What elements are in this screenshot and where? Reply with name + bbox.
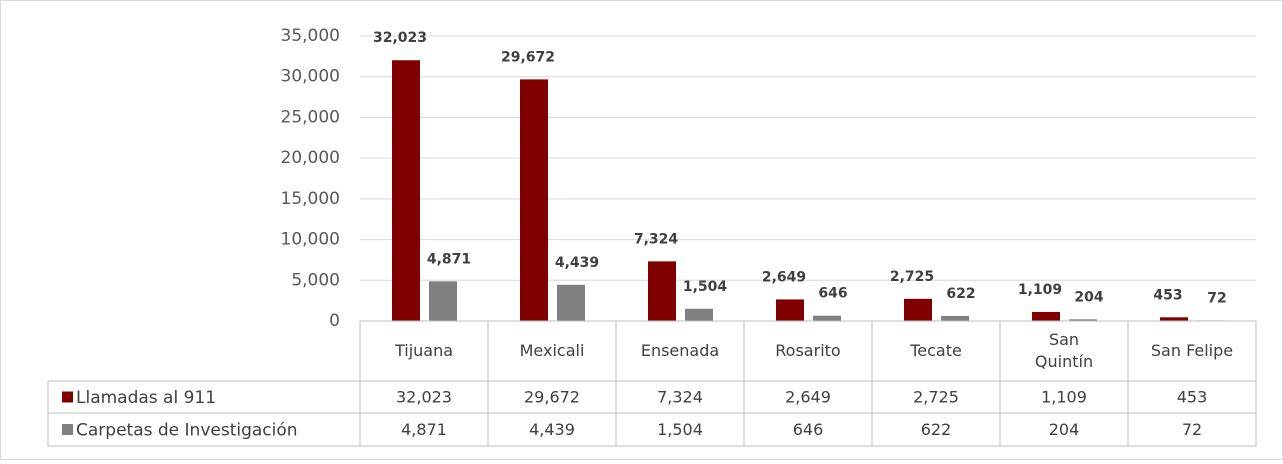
- bar: [685, 308, 713, 321]
- table-value: 622: [921, 420, 952, 439]
- legend-label: Llamadas al 911: [76, 388, 216, 408]
- table-value: 204: [1049, 420, 1080, 439]
- category-cell: Rosarito: [775, 341, 841, 360]
- table-value: 32,023: [396, 388, 452, 407]
- y-tick-label: 35,000: [281, 26, 340, 46]
- category-cell: Tijuana: [394, 341, 454, 360]
- legend-label: Carpetas de Investigación: [76, 421, 298, 441]
- value-label: 32,023: [373, 30, 427, 46]
- bar: [429, 281, 457, 321]
- value-label: 622: [946, 286, 975, 302]
- value-label: 72: [1207, 290, 1226, 306]
- value-label: 2,725: [890, 269, 934, 285]
- x-tick-label: Tijuana: [394, 341, 454, 360]
- category-cell: Tecate: [910, 341, 962, 360]
- y-tick-label: 10,000: [281, 230, 340, 250]
- bar: [776, 299, 804, 321]
- x-tick-label: Mexicali: [519, 341, 585, 360]
- x-tick-label: San Felipe: [1150, 341, 1234, 360]
- bar: [520, 79, 548, 322]
- x-tick-label: Tecate: [910, 341, 962, 360]
- bar: [392, 60, 420, 322]
- category-cell: San Felipe: [1150, 341, 1234, 360]
- y-tick-label: 15,000: [281, 189, 340, 209]
- value-label: 29,672: [501, 49, 555, 65]
- legend-swatch: [62, 391, 73, 403]
- table-value: 7,324: [657, 388, 703, 407]
- table-value: 2,649: [785, 388, 831, 407]
- table-value: 646: [793, 420, 824, 439]
- bar: [1032, 311, 1060, 321]
- value-label: 2,649: [762, 269, 806, 285]
- value-label: 4,439: [555, 255, 599, 271]
- bar: [1160, 317, 1188, 321]
- y-tick-label: 30,000: [281, 67, 340, 87]
- table-value: 1,109: [1041, 388, 1087, 407]
- table-value: 1,504: [657, 420, 703, 439]
- value-label: 646: [818, 286, 847, 302]
- bar: [648, 261, 676, 321]
- y-tick-label: 25,000: [281, 107, 340, 127]
- bar: [813, 315, 841, 321]
- bar: [557, 284, 585, 321]
- value-label: 1,504: [683, 279, 728, 295]
- y-tick-label: 0: [329, 311, 340, 331]
- x-tick-label: Ensenada: [640, 341, 720, 360]
- table-value: 2,725: [913, 388, 959, 407]
- legend-swatch: [62, 424, 73, 435]
- value-label: 7,324: [634, 231, 679, 247]
- bar: [904, 298, 932, 321]
- y-tick-label: 20,000: [281, 148, 340, 168]
- bar: [941, 315, 969, 321]
- value-label: 1,109: [1018, 282, 1062, 298]
- y-tick-label: 5,000: [291, 270, 340, 290]
- value-label: 4,871: [427, 251, 471, 267]
- x-tick-label: Rosarito: [775, 341, 841, 360]
- category-cell: Mexicali: [519, 341, 585, 360]
- category-cell: San Quintín: [1034, 330, 1094, 371]
- x-tick-label: San Quintín: [1034, 330, 1094, 371]
- value-label: 204: [1074, 289, 1103, 305]
- category-cell: Ensenada: [640, 341, 720, 360]
- table-value: 4,871: [401, 420, 447, 439]
- table-value: 4,439: [529, 420, 575, 439]
- value-label: 453: [1153, 287, 1182, 303]
- table-value: 453: [1177, 388, 1208, 407]
- bar: [1069, 319, 1097, 321]
- table-value: 29,672: [524, 388, 580, 407]
- table-value: 72: [1182, 420, 1202, 439]
